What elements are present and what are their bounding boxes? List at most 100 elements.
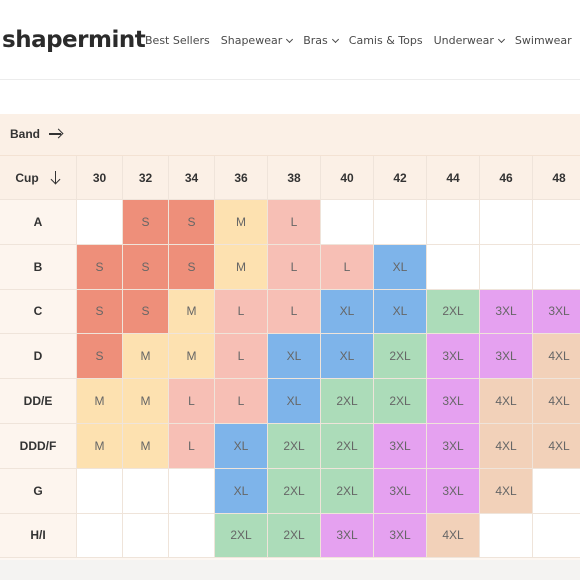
empty-cell [123, 513, 169, 558]
page-bottom-strip [0, 560, 580, 580]
size-cell: 2XL [268, 423, 321, 468]
empty-cell [533, 513, 580, 558]
size-cell: S [169, 244, 215, 289]
band-header-34: 34 [169, 156, 215, 199]
nav-item-underwear[interactable]: Underwear [434, 34, 505, 47]
size-cell: M [123, 423, 169, 468]
size-cell: XL [374, 289, 427, 334]
cup-row-g: G XL 2XL 2XL 3XL 3XL 4XL [0, 468, 580, 514]
empty-cell [533, 200, 580, 244]
empty-cell [321, 200, 374, 244]
cup-label-cell: A [0, 200, 77, 244]
arrow-down-icon [51, 170, 61, 185]
size-cell: L [169, 379, 215, 423]
band-header-46: 46 [480, 156, 533, 199]
site-header: shapermint Best Sellers Shapewear Bras Cami… [0, 0, 580, 80]
brand-logo[interactable]: shapermint [2, 27, 146, 53]
cup-label-cell: G [0, 468, 77, 513]
nav-item-label: Camis & Tops [348, 34, 423, 47]
size-cell: XL [374, 244, 427, 289]
nav-item-label: Best Sellers [145, 34, 210, 47]
size-grid: Cup 30 32 34 36 38 40 42 44 46 48 A S S M L B S S S M L L XL C S S… [0, 156, 580, 559]
size-cell: 3XL [480, 289, 533, 334]
size-cell: 3XL [374, 513, 427, 558]
cup-header-cell: Cup [0, 156, 77, 199]
size-cell: 4XL [480, 379, 533, 423]
empty-cell [77, 200, 123, 244]
band-header-48: 48 [533, 156, 580, 199]
cup-label-cell: B [0, 244, 77, 289]
size-cell: XL [321, 334, 374, 379]
size-cell: 4XL [480, 468, 533, 513]
cup-label-cell: DDD/F [0, 423, 77, 468]
size-cell: 2XL [374, 379, 427, 423]
size-cell: 4XL [533, 423, 580, 468]
size-cell: S [77, 244, 123, 289]
empty-cell [480, 200, 533, 244]
size-cell: M [123, 334, 169, 379]
size-cell: 3XL [533, 289, 580, 334]
band-header-30: 30 [77, 156, 123, 199]
empty-cell [480, 513, 533, 558]
empty-cell [427, 244, 480, 289]
nav-item-camis-tops[interactable]: Camis & Tops [349, 34, 423, 47]
size-cell: 3XL [321, 513, 374, 558]
size-cell: 3XL [374, 423, 427, 468]
size-cell: 2XL [268, 513, 321, 558]
chevron-down-icon [497, 35, 505, 43]
size-cell: 2XL [268, 468, 321, 513]
band-header-32: 32 [123, 156, 169, 199]
size-cell: 2XL [374, 334, 427, 379]
size-cell: M [123, 379, 169, 423]
size-cell: M [169, 334, 215, 379]
nav-item-label: Shapewear [220, 34, 283, 47]
size-cell: 3XL [427, 468, 480, 513]
empty-cell [77, 513, 123, 558]
size-cell: M [215, 244, 268, 289]
empty-cell [427, 200, 480, 244]
cup-row-c: C S S M L L XL XL 2XL 3XL 3XL [0, 289, 580, 335]
size-cell: XL [268, 334, 321, 379]
band-header-36: 36 [215, 156, 268, 199]
cup-label-cell: D [0, 334, 77, 379]
size-cell: 4XL [533, 379, 580, 423]
nav-item-shapewear[interactable]: Shapewear [220, 34, 294, 47]
size-cell: S [123, 289, 169, 334]
empty-cell [169, 468, 215, 513]
size-cell: 3XL [427, 334, 480, 379]
size-chart: Band Cup 30 32 34 36 38 40 42 44 46 48 A S S M L B S S S M L L… [0, 114, 580, 560]
nav-item-best-sellers[interactable]: Best Sellers [145, 34, 210, 47]
empty-cell [533, 468, 580, 513]
size-cell: L [268, 200, 321, 244]
size-cell: 4XL [533, 334, 580, 379]
nav-item-swimwear[interactable]: Swimwear [515, 34, 572, 47]
size-cell: 3XL [427, 423, 480, 468]
size-cell: 2XL [427, 289, 480, 334]
band-header-42: 42 [374, 156, 427, 199]
size-cell: 3XL [374, 468, 427, 513]
size-cell: S [123, 244, 169, 289]
cup-row-h-i: H/I 2XL 2XL 3XL 3XL 4XL [0, 513, 580, 559]
band-header-40: 40 [321, 156, 374, 199]
chevron-down-icon [286, 35, 294, 43]
chevron-down-icon [331, 35, 339, 43]
size-cell: M [77, 379, 123, 423]
empty-cell [169, 513, 215, 558]
size-cell: 2XL [321, 423, 374, 468]
size-cell: XL [215, 423, 268, 468]
cup-row-b: B S S S M L L XL [0, 244, 580, 290]
size-cell: L [169, 423, 215, 468]
empty-cell [77, 468, 123, 513]
size-cell: M [77, 423, 123, 468]
cup-label: Cup [15, 170, 39, 185]
cup-row-dd-e: DD/E M M L L XL 2XL 2XL 3XL 4XL 4XL [0, 379, 580, 424]
size-cell: 3XL [427, 379, 480, 423]
main-nav: Best Sellers Shapewear Bras Camis & Tops Und… [145, 34, 580, 47]
nav-item-bras[interactable]: Bras [303, 34, 339, 47]
empty-cell [480, 244, 533, 289]
size-cell: M [169, 289, 215, 334]
nav-item-label: Swimwear [514, 34, 572, 47]
size-cell: L [215, 334, 268, 379]
